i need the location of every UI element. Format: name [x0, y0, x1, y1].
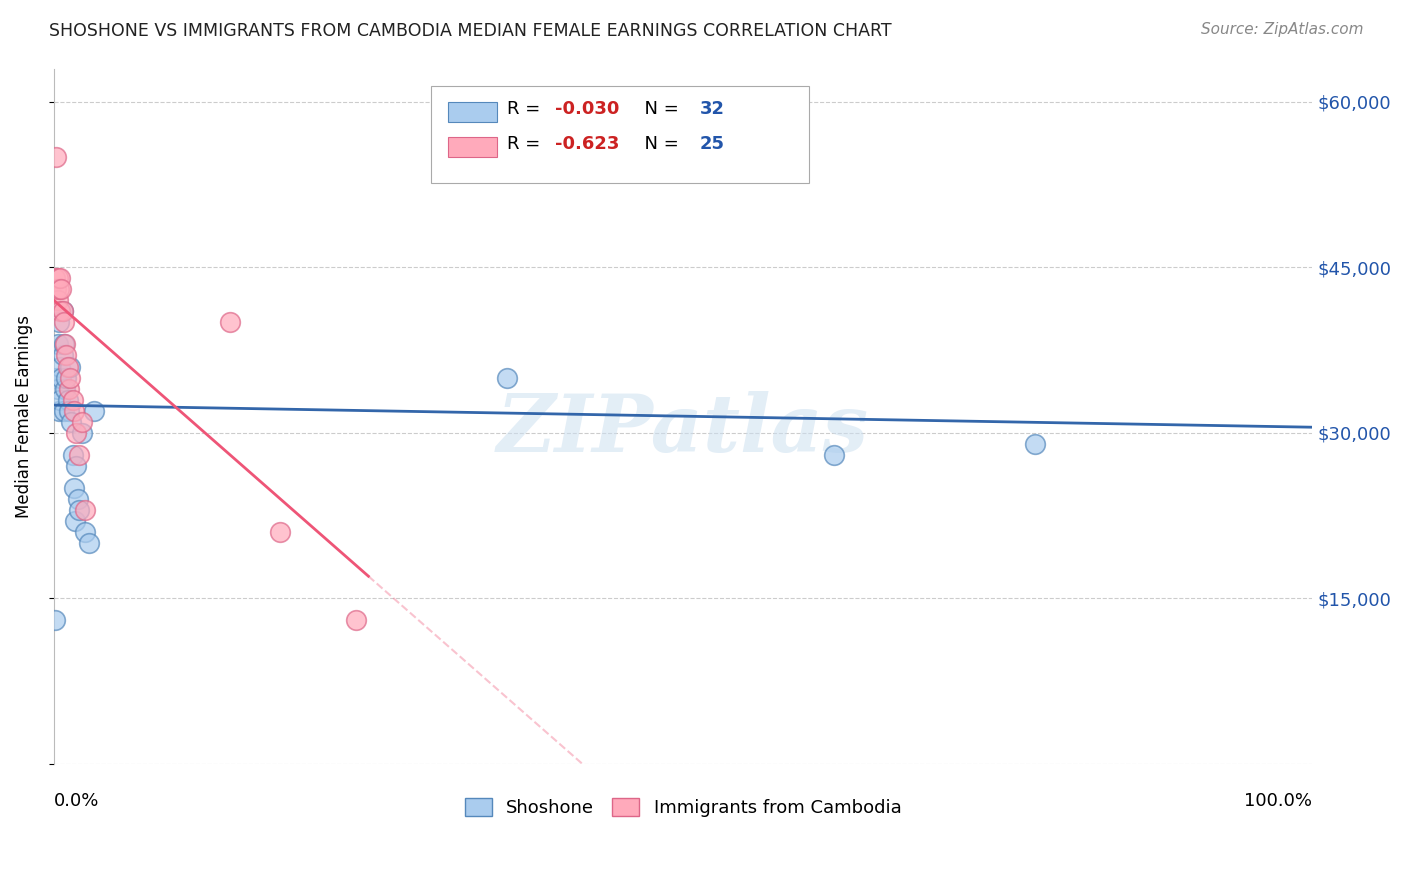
Point: [44, 613, 66, 627]
Text: ZIPatlas: ZIPatlas: [496, 392, 869, 469]
Point: [823, 448, 845, 462]
Point: [48, 282, 70, 296]
Point: [77, 536, 100, 550]
Point: [66, 491, 89, 506]
Point: [49, 392, 72, 407]
Point: [344, 613, 367, 627]
Point: [55, 349, 77, 363]
Point: [495, 370, 517, 384]
Point: [63, 481, 86, 495]
Point: [46, 382, 69, 396]
Y-axis label: Median Female Earnings: Median Female Earnings: [15, 315, 32, 517]
Point: [52, 304, 75, 318]
Point: [67, 503, 90, 517]
Text: 32: 32: [699, 100, 724, 118]
Point: [83, 403, 105, 417]
Point: [62, 448, 84, 462]
FancyBboxPatch shape: [432, 86, 808, 183]
Point: [51, 370, 73, 384]
Point: [56, 392, 79, 407]
Point: [46, 271, 69, 285]
Point: [58, 382, 80, 396]
Point: [1024, 436, 1046, 450]
FancyBboxPatch shape: [447, 102, 496, 122]
Legend: Shoshone, Immigrants from Cambodia: Shoshone, Immigrants from Cambodia: [457, 790, 908, 824]
Point: [70, 415, 93, 429]
Point: [52, 315, 75, 329]
Point: [53, 337, 76, 351]
Point: [48, 315, 70, 329]
Point: [49, 304, 72, 318]
Point: [269, 524, 291, 539]
Point: [60, 415, 83, 429]
Text: -0.623: -0.623: [554, 135, 619, 153]
Point: [55, 370, 77, 384]
Point: [70, 425, 93, 440]
Point: [46, 337, 69, 351]
Point: [63, 403, 86, 417]
Text: N =: N =: [633, 135, 685, 153]
Point: [49, 271, 72, 285]
Point: [45, 282, 67, 296]
Point: [51, 282, 73, 296]
Point: [45, 370, 67, 384]
Point: [44, 271, 66, 285]
Point: [52, 349, 75, 363]
Point: [59, 359, 82, 374]
Point: [65, 425, 87, 440]
Point: [75, 503, 97, 517]
Point: [58, 403, 80, 417]
Point: [65, 514, 87, 528]
Text: 100.0%: 100.0%: [1244, 791, 1312, 810]
Text: 25: 25: [699, 135, 724, 153]
Point: [75, 524, 97, 539]
Text: R =: R =: [506, 135, 546, 153]
Point: [46, 293, 69, 308]
Text: -0.030: -0.030: [554, 100, 619, 118]
Point: [52, 304, 75, 318]
Point: [48, 403, 70, 417]
Point: [52, 403, 75, 417]
Point: [62, 392, 84, 407]
Text: N =: N =: [633, 100, 685, 118]
Point: [53, 382, 76, 396]
Text: SHOSHONE VS IMMIGRANTS FROM CAMBODIA MEDIAN FEMALE EARNINGS CORRELATION CHART: SHOSHONE VS IMMIGRANTS FROM CAMBODIA MED…: [49, 22, 891, 40]
Point: [59, 370, 82, 384]
Text: R =: R =: [506, 100, 546, 118]
Point: [49, 359, 72, 374]
Text: Source: ZipAtlas.com: Source: ZipAtlas.com: [1201, 22, 1364, 37]
Point: [65, 458, 87, 473]
Point: [45, 150, 67, 164]
Point: [56, 359, 79, 374]
FancyBboxPatch shape: [447, 136, 496, 157]
Point: [67, 448, 90, 462]
Point: [52, 337, 75, 351]
Point: [219, 315, 242, 329]
Text: 0.0%: 0.0%: [53, 791, 100, 810]
